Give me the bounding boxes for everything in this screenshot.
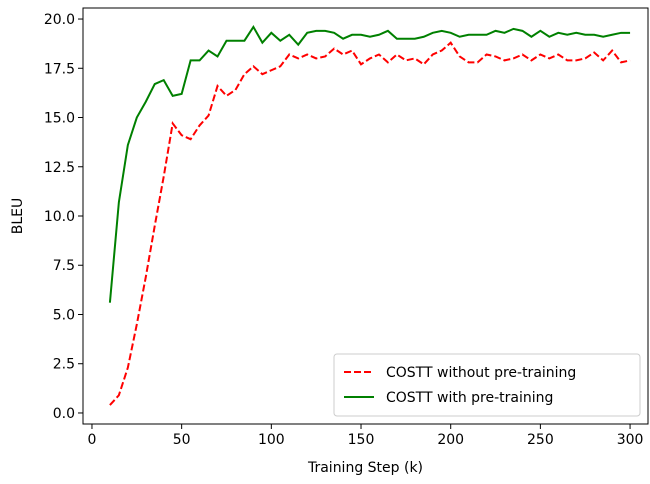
- x-tick-label: 50: [173, 432, 191, 448]
- data-line: [109, 41, 631, 406]
- x-tick-label: 250: [527, 432, 554, 448]
- data-line: [108, 24, 631, 303]
- y-tick-label: 5.0: [53, 307, 75, 323]
- x-tick-label: 300: [617, 432, 644, 448]
- y-tick-label: 17.5: [44, 61, 75, 77]
- plot-frame: [82, 7, 649, 425]
- y-tick-label: 7.5: [53, 258, 75, 274]
- y-tick-label: 12.5: [44, 160, 75, 176]
- legend-label: COSTT with pre-training: [386, 390, 553, 406]
- x-tick-label: 200: [437, 432, 464, 448]
- y-tick-label: 20.0: [44, 12, 75, 28]
- legend-label: COSTT without pre-training: [386, 365, 576, 381]
- y-tick-label: 10.0: [44, 209, 75, 225]
- legend: COSTT without pre-training COSTT with pre…: [333, 353, 641, 417]
- y-tick-label: 2.5: [53, 357, 75, 373]
- legend-box: [333, 353, 641, 417]
- x-axis-label: Training Step (k): [307, 460, 423, 476]
- x-tick-label: 150: [348, 432, 375, 448]
- x-tick-label: 0: [88, 432, 97, 448]
- y-axis-label: BLEU: [10, 198, 26, 235]
- x-tick-label: 100: [258, 432, 285, 448]
- y-tick-label: 0.0: [53, 406, 75, 422]
- y-tick-label: 15.0: [44, 111, 75, 127]
